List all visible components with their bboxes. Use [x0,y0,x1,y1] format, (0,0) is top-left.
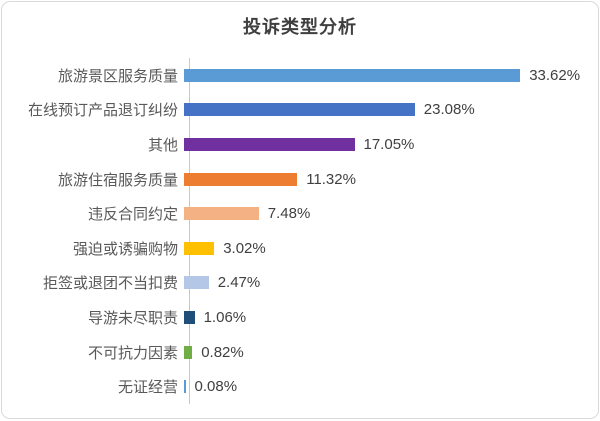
category-label: 违反合同约定 [87,207,178,224]
plot-area: 旅游景区服务质量 33.62% 在线预订产品退订纠纷 23.08% 其他 17.… [2,58,598,404]
category-label: 拒签或退团不当扣费 [42,276,178,293]
value-label: 3.02% [223,239,266,257]
bar-track: 33.62% [176,58,598,93]
category-label: 导游未尽职责 [87,310,178,327]
bar [184,310,195,324]
bar-rows: 旅游景区服务质量 33.62% 在线预订产品退订纠纷 23.08% 其他 17.… [2,58,598,404]
bar-track: 2.47% [176,266,598,301]
value-label: 11.32% [306,170,356,188]
value-label: 7.48% [267,205,311,223]
bar-row: 旅游住宿服务质量 11.32% [2,162,598,197]
chart-title: 投诉类型分析 [243,17,357,37]
value-label: 0.82% [201,343,244,361]
bar-row: 在线预订产品退订纠纷 23.08% [2,93,598,128]
bar-track: 1.06% [176,300,598,335]
bar [184,345,193,359]
bar [184,137,355,151]
bar-row: 不可抗力因素 0.82% [2,335,598,370]
value-label: 0.08% [194,378,238,396]
category-label: 其他 [147,137,178,154]
bar-row: 导游未尽职责 1.06% [2,300,598,335]
bar-track: 0.82% [176,335,598,370]
value-label: 1.06% [203,308,247,326]
value-label: 2.47% [217,274,261,292]
bar-track: 11.32% [176,162,598,197]
bar [184,103,415,117]
bar-track: 7.48% [176,196,598,231]
category-label: 不可抗力因素 [87,345,178,362]
bar [184,68,521,82]
bar-row: 无证经营 0.08% [2,369,598,404]
bar-track: 17.05% [176,127,598,162]
bar-track: 23.08% [176,93,598,128]
bar [184,241,215,255]
bar-row: 拒签或退团不当扣费 2.47% [2,266,598,301]
bar [184,276,209,290]
value-label: 23.08% [423,101,475,119]
category-label: 强迫或诱骗购物 [72,241,178,258]
value-label: 17.05% [363,135,415,153]
bar-track: 0.08% [176,369,598,404]
bar-row: 其他 17.05% [2,127,598,162]
bar-row: 违反合同约定 7.48% [2,196,598,231]
category-label: 旅游住宿服务质量 [57,172,178,189]
category-label: 在线预订产品退订纠纷 [27,103,178,120]
category-label: 旅游景区服务质量 [57,68,178,85]
bar-track: 3.02% [176,231,598,266]
y-axis-line [189,58,190,404]
bar-row: 强迫或诱骗购物 3.02% [2,231,598,266]
bar [184,380,186,394]
bar [184,172,298,186]
bar-row: 旅游景区服务质量 33.62% [2,58,598,93]
category-label: 无证经营 [117,380,178,397]
bar [184,207,259,221]
value-label: 33.62% [529,66,581,84]
